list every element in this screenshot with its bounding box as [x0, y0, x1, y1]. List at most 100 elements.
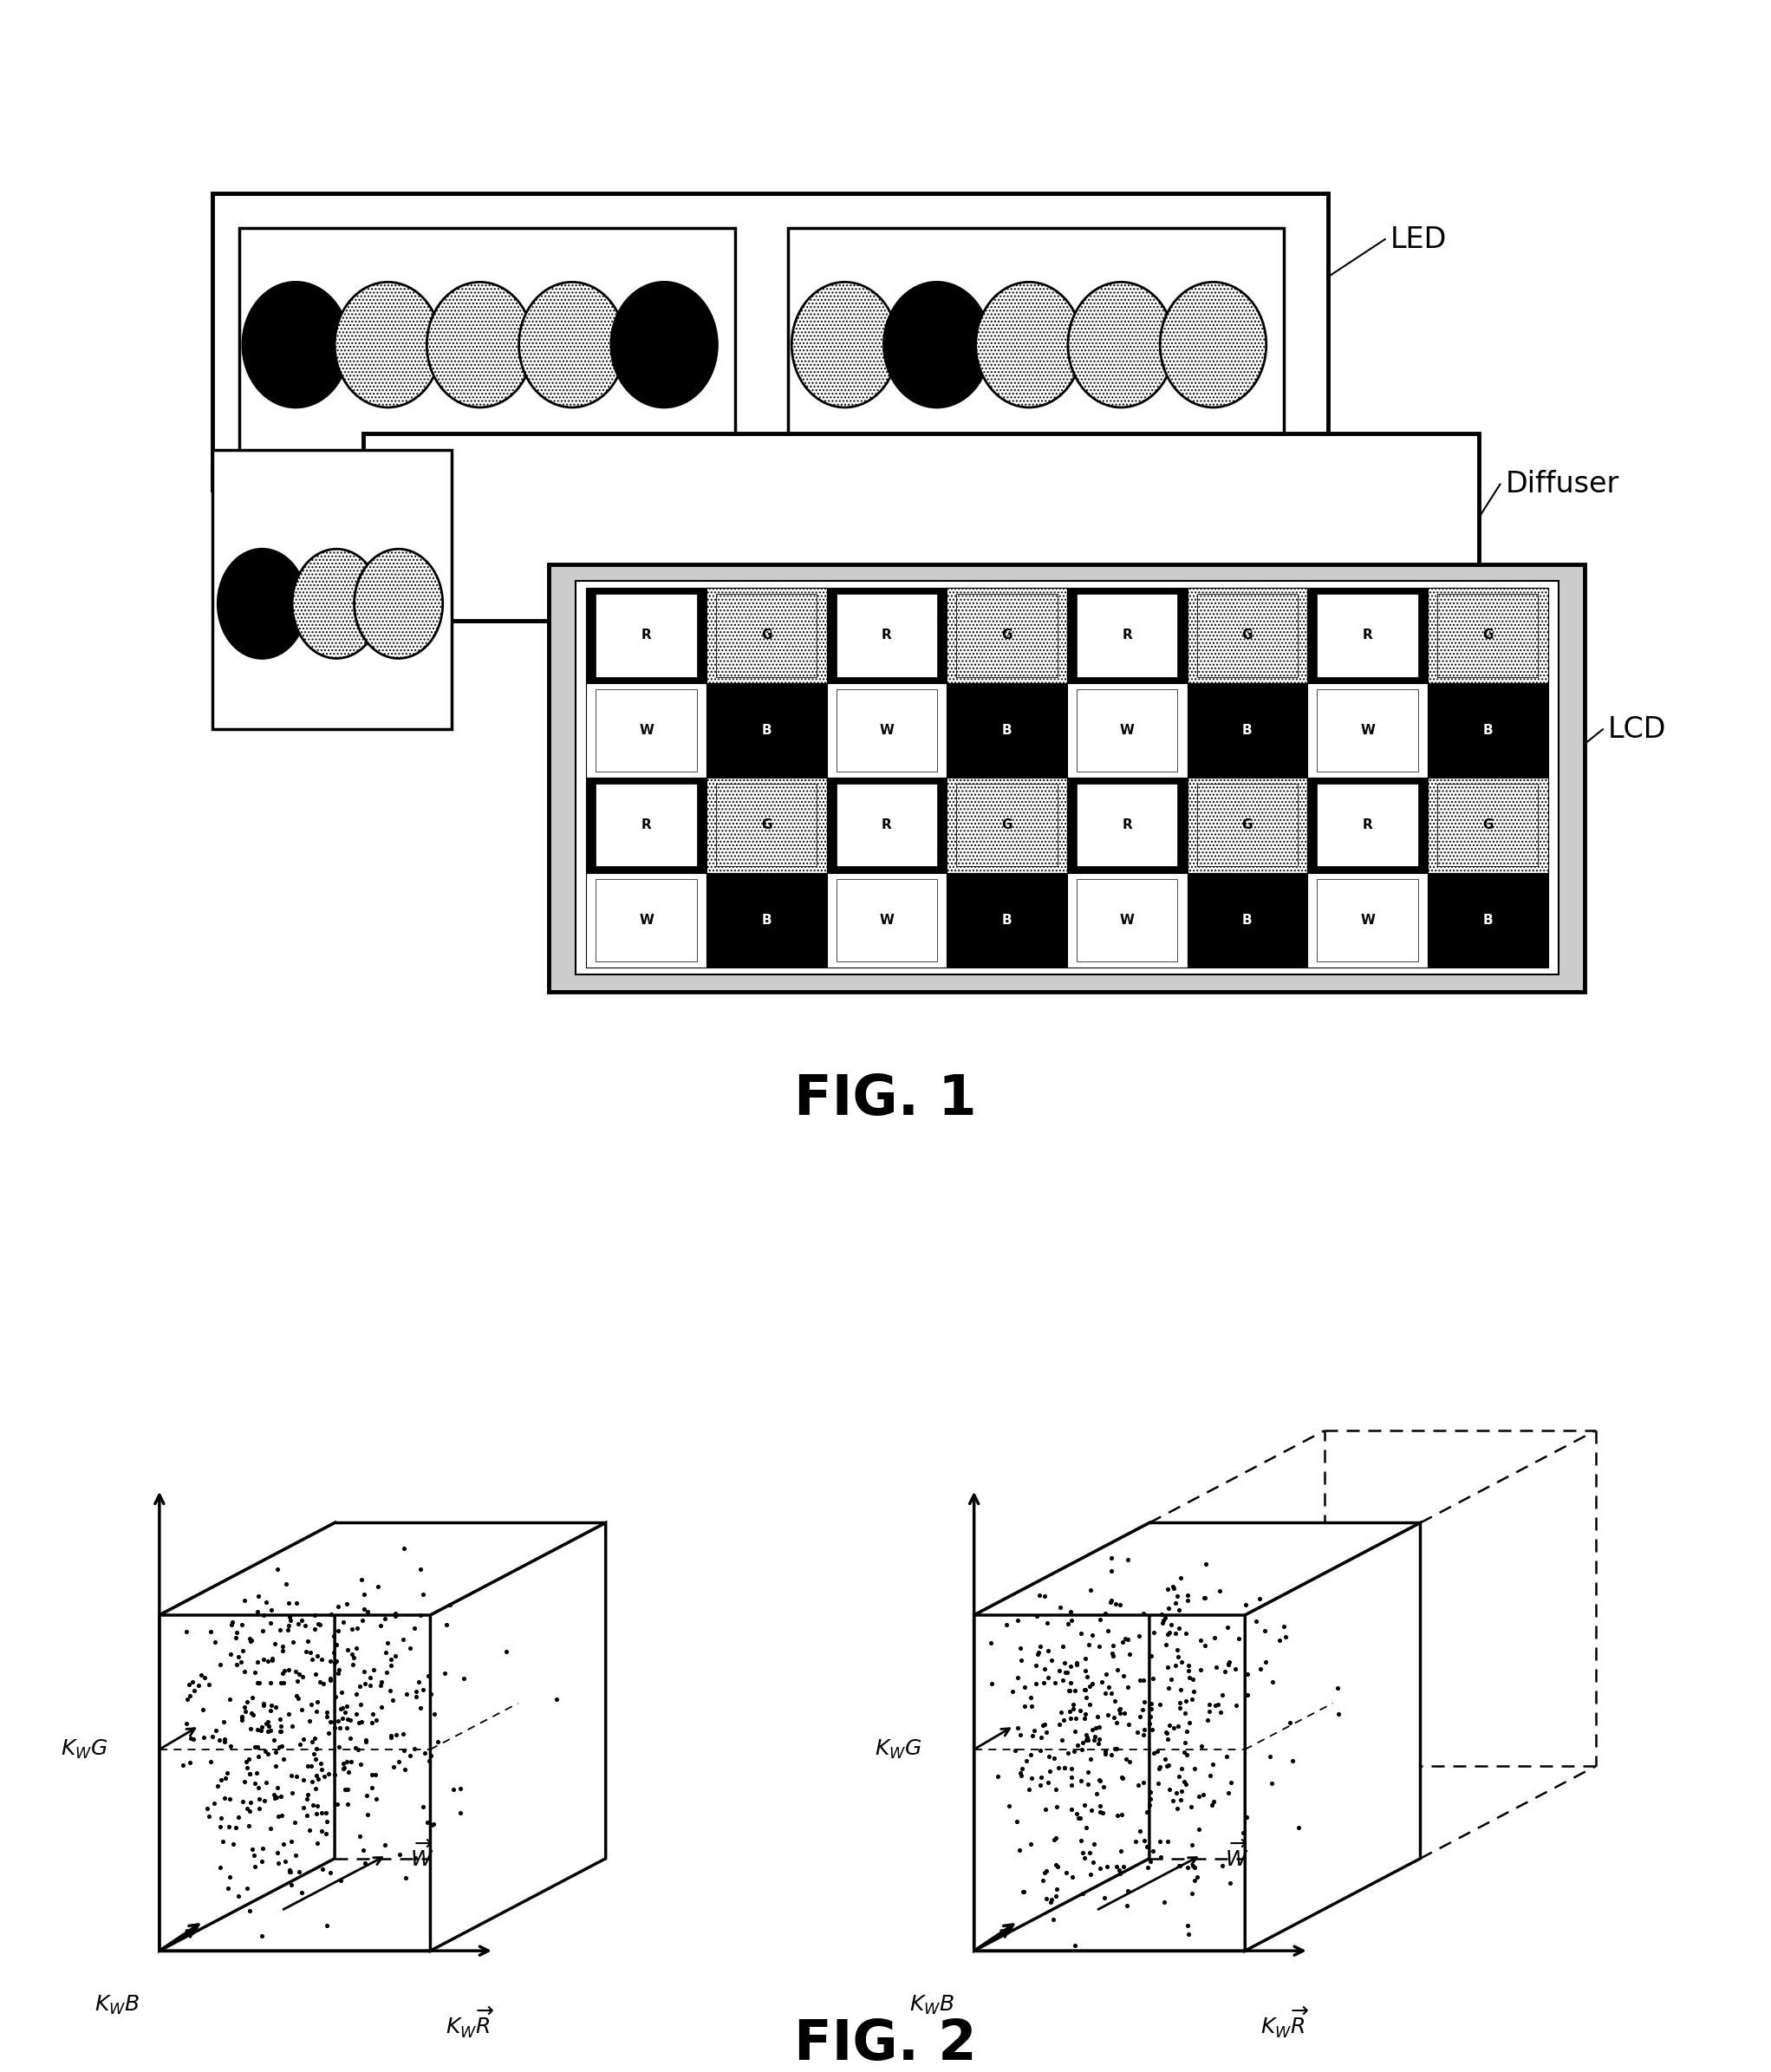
Point	[1158, 1571, 1187, 1604]
Point	[1162, 1649, 1190, 1682]
Point	[267, 1716, 296, 1749]
Ellipse shape	[292, 549, 381, 659]
Point	[1130, 1714, 1158, 1747]
Point	[1155, 1707, 1183, 1740]
Point	[306, 1747, 335, 1780]
Point	[244, 1792, 273, 1825]
Point	[202, 1714, 230, 1747]
Point	[236, 1622, 264, 1656]
Point	[1064, 1801, 1093, 1834]
Point	[262, 1836, 290, 1869]
Point	[326, 1711, 354, 1745]
Point	[312, 1699, 340, 1732]
Point	[175, 1668, 204, 1701]
Point	[1144, 1767, 1172, 1801]
Point	[236, 1757, 264, 1790]
Point	[184, 1668, 213, 1701]
Point	[1204, 1689, 1233, 1722]
Point	[287, 1604, 315, 1637]
Ellipse shape	[976, 282, 1082, 408]
Point	[1080, 1724, 1109, 1757]
Point	[301, 1743, 329, 1776]
Point	[377, 1722, 406, 1755]
Point	[275, 1587, 303, 1620]
Point	[271, 1846, 299, 1879]
Point	[1125, 1769, 1153, 1803]
Point	[1171, 1726, 1199, 1759]
Point	[358, 1705, 386, 1738]
Point	[285, 1857, 313, 1890]
Point	[1137, 1639, 1165, 1672]
Point	[1179, 1865, 1208, 1898]
Point	[370, 1828, 398, 1861]
Point	[269, 1658, 298, 1691]
Point	[1057, 1761, 1086, 1794]
Point	[1025, 1579, 1054, 1612]
Point	[257, 1689, 285, 1722]
Bar	[1197, 690, 1298, 771]
Point	[1043, 1850, 1071, 1883]
Point	[298, 1726, 326, 1759]
Point	[1027, 1631, 1056, 1664]
Text: B: B	[1482, 723, 1493, 738]
Point	[1171, 1765, 1199, 1798]
Point	[1190, 1581, 1218, 1614]
Text: W: W	[1119, 723, 1135, 738]
Point	[1031, 1792, 1059, 1825]
Text: B: B	[1241, 914, 1252, 926]
Point	[1073, 1660, 1102, 1693]
Point	[372, 1635, 400, 1668]
Point	[211, 1722, 239, 1755]
Point	[308, 1753, 336, 1786]
Point	[276, 1759, 305, 1792]
Point	[347, 1749, 375, 1782]
Point	[1057, 1792, 1086, 1825]
Point	[1068, 1836, 1096, 1869]
Point	[273, 1569, 301, 1602]
Point	[1094, 1670, 1123, 1703]
Point	[1190, 1581, 1218, 1614]
Text: $K_WB$: $K_WB$	[94, 1993, 140, 2016]
Point	[287, 1875, 315, 1908]
Point	[211, 1782, 239, 1815]
Point	[1100, 1639, 1128, 1672]
Point	[1112, 1890, 1141, 1923]
Point	[354, 1798, 383, 1832]
Point	[1155, 1616, 1183, 1649]
Point	[312, 1796, 340, 1830]
Bar	[1427, 872, 1548, 968]
Bar	[715, 595, 816, 678]
Point	[1063, 1647, 1091, 1680]
Point	[294, 1624, 322, 1658]
Point	[342, 1631, 370, 1664]
Bar	[1438, 783, 1539, 866]
Point	[283, 1664, 312, 1697]
Bar	[586, 872, 707, 968]
Point	[1082, 1711, 1110, 1745]
Point	[223, 1647, 251, 1680]
Point	[1185, 1780, 1213, 1813]
Point	[1162, 1776, 1190, 1809]
Bar	[1068, 872, 1187, 968]
Point	[331, 1695, 360, 1728]
Bar	[707, 588, 827, 684]
Point	[1079, 1618, 1107, 1651]
Point	[1215, 1645, 1243, 1678]
Point	[439, 1774, 468, 1807]
Point	[1176, 1790, 1204, 1823]
Point	[1155, 1672, 1183, 1705]
Point	[1096, 1585, 1125, 1618]
Point	[1018, 1761, 1047, 1794]
Point	[262, 1780, 290, 1813]
Point	[1027, 1720, 1056, 1753]
Point	[1070, 1701, 1098, 1734]
Point	[1022, 1649, 1050, 1682]
Point	[241, 1730, 269, 1763]
Point	[294, 1749, 322, 1782]
Point	[251, 1734, 280, 1767]
Point	[1066, 1763, 1094, 1796]
Point	[1004, 1711, 1032, 1745]
Point	[333, 1745, 361, 1778]
Point	[1098, 1738, 1126, 1772]
Point	[1153, 1825, 1181, 1859]
